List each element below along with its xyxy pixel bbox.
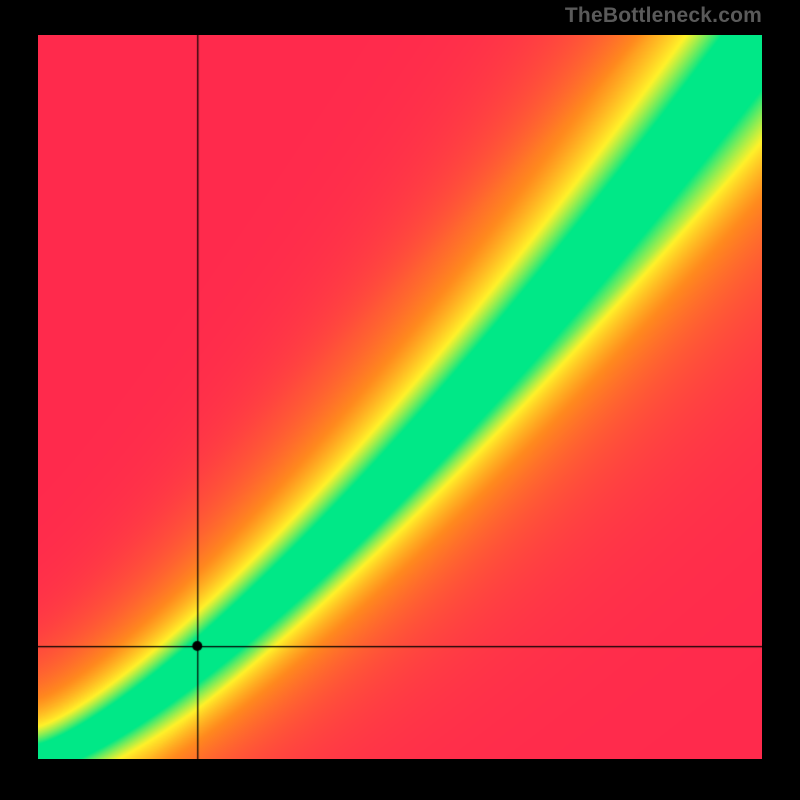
- watermark-text: TheBottleneck.com: [565, 4, 762, 28]
- plot-area: [38, 35, 762, 759]
- bottleneck-heatmap: [38, 35, 762, 759]
